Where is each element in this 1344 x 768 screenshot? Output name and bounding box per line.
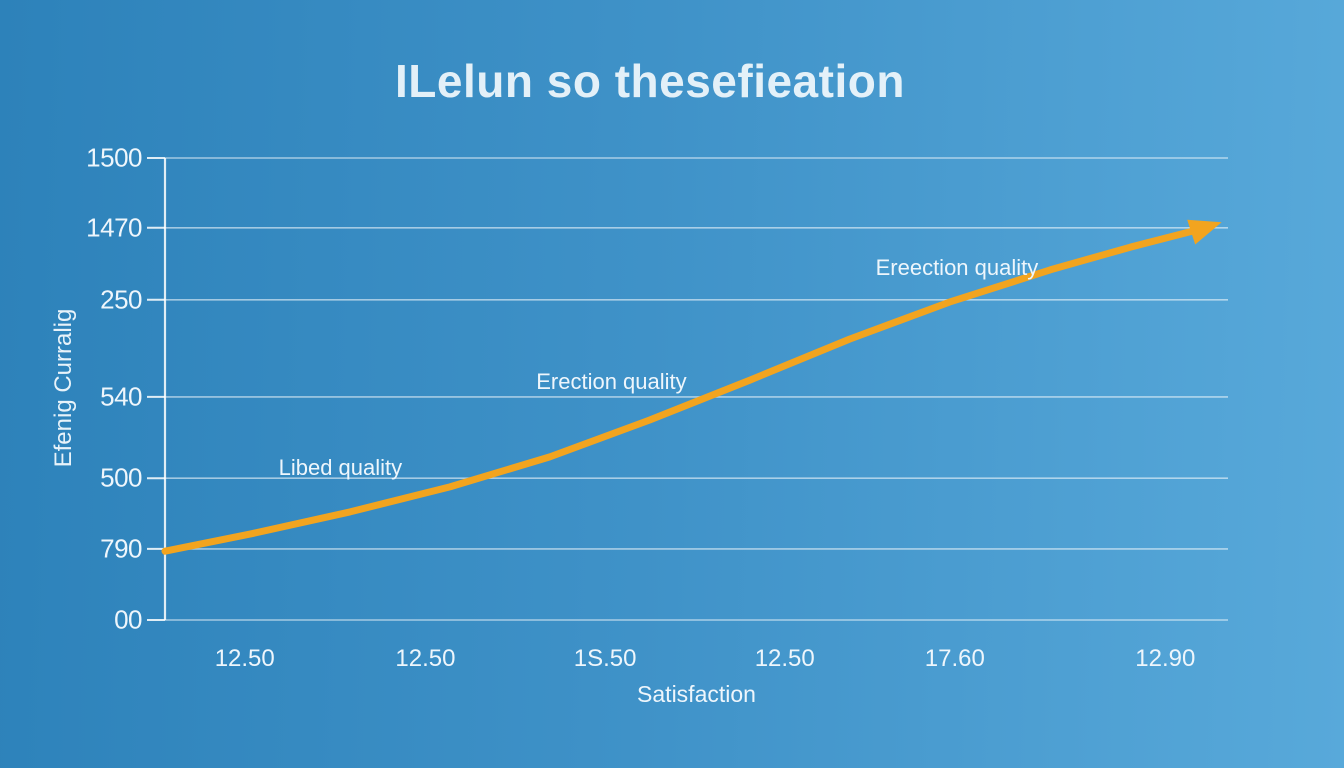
x-tick-label: 12.90: [1135, 645, 1196, 672]
arrowhead-icon: [1187, 219, 1222, 245]
x-tick-label: 12.50: [754, 645, 815, 672]
y-tick-label: 250: [100, 284, 142, 315]
trend-curve: [161, 225, 1204, 555]
chart-title: ILelun so thesefieation: [395, 55, 905, 107]
x-tick-label: 1S.50: [573, 645, 637, 672]
plot-area: [147, 157, 1228, 621]
annotation-label: Ereection quality: [875, 254, 1039, 280]
y-tick-label: 540: [100, 381, 142, 412]
x-tick-label: 17.60: [924, 645, 985, 672]
y-tick-label: 790: [100, 533, 142, 564]
x-tick-label: 12.50: [395, 645, 456, 672]
x-tick-label: 12.50: [214, 645, 275, 672]
y-tick-label: 00: [114, 604, 142, 635]
annotation-label: Erection quality: [536, 369, 687, 395]
y-tick-label: 1500: [86, 142, 142, 173]
y-tick-label: 1470: [86, 212, 142, 243]
plot-svg: [147, 157, 1228, 621]
x-axis-title: Satisfaction: [637, 681, 756, 707]
y-tick-label: 500: [100, 462, 142, 493]
annotation-label: Libed quality: [278, 454, 403, 480]
